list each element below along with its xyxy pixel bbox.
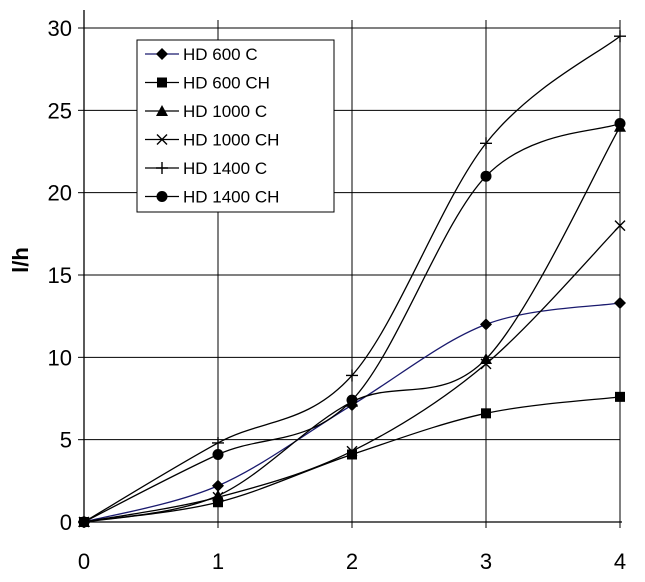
y-tick-label: 5 — [60, 428, 72, 453]
legend-item: HD 1400 C — [145, 159, 267, 178]
legend-marker — [156, 191, 168, 202]
y-tick-label: 10 — [48, 345, 72, 370]
legend-item: HD 1400 CH — [145, 188, 279, 207]
series-group — [78, 30, 626, 528]
data-point — [212, 448, 224, 460]
legend-label: HD 1400 C — [183, 159, 267, 178]
data-point — [346, 369, 358, 382]
x-tick-label: 2 — [346, 549, 358, 574]
data-point — [78, 516, 90, 528]
series-line — [83, 126, 621, 523]
data-point — [481, 408, 491, 419]
legend-item: HD 1000 CH — [145, 131, 279, 150]
data-point — [614, 220, 626, 232]
data-point — [614, 118, 626, 130]
x-tick-label: 0 — [78, 549, 90, 574]
data-point — [213, 497, 223, 508]
data-point — [212, 491, 224, 503]
x-axis-ticks: 0 1 2 3 4 — [78, 522, 626, 574]
data-point — [614, 30, 626, 43]
data-point — [480, 137, 492, 150]
y-tick-label: 20 — [48, 181, 72, 206]
series-hd-1400-ch — [78, 118, 626, 528]
legend-marker — [156, 48, 168, 60]
data-point — [347, 449, 357, 460]
data-point — [346, 394, 358, 406]
data-point — [480, 358, 492, 370]
y-axis-ticks: 0 5 10 15 20 25 30 — [48, 16, 84, 535]
legend: HD 600 C HD 600 CH HD 1000 C HD 1000 CH HD 1… — [136, 39, 335, 213]
series-hd-1400-c — [78, 30, 626, 528]
legend-marker — [156, 105, 168, 116]
legend-marker — [156, 162, 168, 174]
legend-item: HD 1000 C — [145, 102, 267, 121]
data-point — [614, 296, 626, 309]
data-point — [480, 170, 492, 182]
series-line — [83, 122, 621, 523]
x-tick-label: 3 — [480, 549, 492, 574]
data-point — [615, 391, 625, 402]
y-tick-label: 0 — [60, 510, 72, 535]
legend-item: HD 600 CH — [145, 74, 270, 93]
x-tick-label: 1 — [212, 549, 224, 574]
y-tick-label: 15 — [48, 263, 72, 288]
series-line — [83, 35, 621, 523]
legend-marker — [157, 77, 167, 88]
series-line — [83, 225, 621, 523]
legend-marker — [156, 134, 168, 145]
x-tick-label: 4 — [614, 549, 626, 574]
legend-label: HD 600 CH — [183, 74, 270, 93]
legend-item: HD 600 C — [145, 45, 258, 64]
y-axis-label: l/h — [8, 247, 33, 273]
data-point — [212, 436, 224, 449]
axes — [83, 10, 622, 523]
data-point — [212, 479, 224, 492]
legend-box — [136, 39, 335, 213]
legend-label: HD 1000 CH — [183, 131, 279, 150]
data-point — [480, 318, 492, 331]
legend-label: HD 1400 CH — [183, 188, 279, 207]
legend-label: HD 1000 C — [183, 102, 267, 121]
y-tick-label: 30 — [48, 16, 72, 41]
data-point — [346, 445, 358, 457]
legend-label: HD 600 C — [183, 45, 258, 64]
y-tick-label: 25 — [48, 98, 72, 123]
